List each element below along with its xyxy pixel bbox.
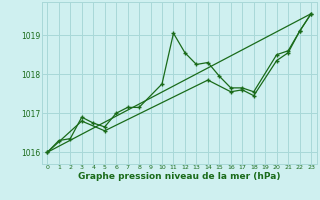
X-axis label: Graphe pression niveau de la mer (hPa): Graphe pression niveau de la mer (hPa) <box>78 172 280 181</box>
